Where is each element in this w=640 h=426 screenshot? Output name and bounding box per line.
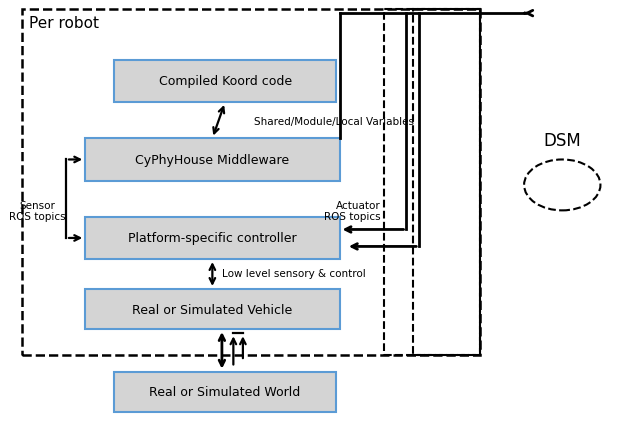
- Bar: [114, 372, 337, 412]
- Text: Per robot: Per robot: [29, 16, 99, 31]
- Text: CyPhyHouse Middleware: CyPhyHouse Middleware: [135, 154, 289, 167]
- Bar: [85, 217, 340, 259]
- Bar: [384, 10, 479, 355]
- Text: Sensor
ROS topics: Sensor ROS topics: [9, 200, 66, 222]
- Text: Compiled Koord code: Compiled Koord code: [159, 75, 292, 88]
- Bar: [85, 139, 340, 181]
- Text: Low level sensory & control: Low level sensory & control: [222, 268, 365, 278]
- Text: DSM: DSM: [543, 132, 581, 150]
- Bar: [85, 289, 340, 329]
- Text: Real or Simulated Vehicle: Real or Simulated Vehicle: [132, 303, 292, 316]
- Text: Real or Simulated World: Real or Simulated World: [150, 386, 301, 398]
- Circle shape: [524, 160, 600, 211]
- Text: Platform-specific controller: Platform-specific controller: [128, 232, 297, 245]
- Text: Actuator
ROS topics: Actuator ROS topics: [324, 200, 381, 222]
- Text: Shared/Module/Local Variables: Shared/Module/Local Variables: [253, 117, 413, 127]
- Bar: [114, 60, 337, 103]
- Bar: [22, 10, 479, 355]
- Bar: [413, 10, 479, 355]
